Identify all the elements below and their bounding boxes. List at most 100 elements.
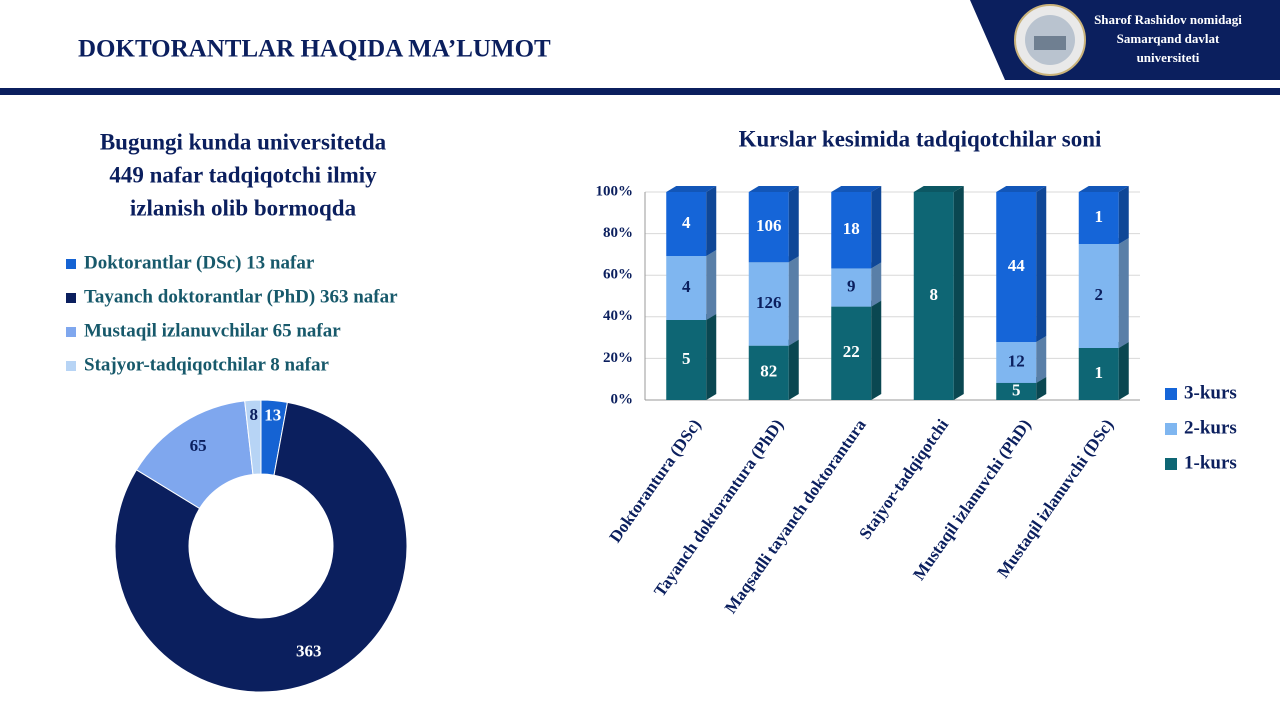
legend-label: 2-kurs — [1184, 417, 1237, 438]
legend-swatch — [1165, 458, 1177, 470]
bar-top — [748, 186, 799, 192]
bar-side — [706, 250, 717, 320]
bar-front — [666, 256, 707, 320]
data-label: 22 — [843, 342, 860, 361]
data-label: 44 — [1008, 256, 1026, 275]
y-tick-label: 20% — [603, 350, 633, 366]
legend-swatch — [66, 259, 76, 269]
bar-side — [1036, 186, 1047, 343]
slide-title: DOKTORANTLAR HAQIDA MA’LUMOT — [78, 36, 551, 63]
bar-front — [996, 192, 1037, 343]
data-label: 18 — [843, 219, 860, 238]
bar-segment — [913, 186, 964, 400]
bar-segment — [1078, 342, 1129, 400]
bar-side — [788, 256, 799, 346]
bar-side — [706, 186, 717, 256]
bar-front — [831, 192, 872, 269]
bar-front — [666, 192, 707, 256]
legend-label: Tayanch doktorantlar (PhD) 363 nafar — [84, 286, 398, 307]
x-tick-label: Doktorantura (DSc) — [605, 416, 704, 546]
bar-segment — [831, 300, 882, 400]
university-name: Samarqand davlat — [1117, 31, 1220, 46]
bar-segment — [748, 186, 799, 263]
bar-front — [831, 268, 872, 307]
bar-front — [996, 342, 1037, 383]
bar-segment — [666, 186, 717, 256]
bar-segment — [996, 376, 1047, 400]
data-label: 5 — [682, 349, 691, 368]
legend-label: Doktorantlar (DSc) 13 nafar — [84, 252, 315, 273]
bar-front — [748, 345, 789, 400]
data-label: 106 — [756, 216, 782, 235]
bar-top — [1078, 186, 1129, 192]
bar-side — [871, 300, 882, 400]
bar-side — [871, 262, 882, 307]
y-tick-label: 0% — [611, 391, 634, 407]
bar-segment — [831, 186, 882, 269]
bar-front — [913, 192, 954, 400]
data-label: 4 — [682, 277, 691, 296]
bar-segment — [831, 262, 882, 307]
data-label: 363 — [296, 642, 322, 661]
legend-label: Stajyor-tadqiqotchilar 8 nafar — [84, 354, 329, 375]
bar-top — [996, 186, 1047, 192]
data-label: 12 — [1008, 351, 1025, 370]
bar-front — [831, 306, 872, 400]
legend-swatch — [1165, 423, 1177, 435]
bar-segment — [996, 186, 1047, 343]
x-tick-label: Maqsadli tayanch doktorantura — [721, 415, 870, 617]
legend-swatch — [66, 327, 76, 337]
data-label: 5 — [1012, 380, 1021, 399]
bar-segment — [666, 250, 717, 320]
y-tick-label: 80% — [603, 225, 633, 241]
data-label: 82 — [760, 362, 777, 381]
data-label: 65 — [190, 436, 207, 455]
bar-front — [996, 382, 1037, 400]
legend-label: 1-kurs — [1184, 452, 1237, 473]
y-tick-label: 100% — [596, 183, 634, 199]
donut-title: 449 nafar tadqiqotchi ilmiy — [109, 162, 377, 187]
bar-front — [1078, 244, 1119, 348]
legend-swatch — [66, 361, 76, 371]
bar-segment — [666, 314, 717, 400]
bar-side — [1118, 186, 1129, 244]
bar-segment — [1078, 238, 1129, 348]
data-label: 4 — [682, 213, 691, 232]
bar-front — [1078, 192, 1119, 244]
bar-front — [1078, 348, 1119, 400]
bar-title: Kurslar kesimida tadqiqotchilar soni — [739, 126, 1102, 151]
bar-side — [1118, 238, 1129, 348]
bar-side — [871, 186, 882, 269]
bar-segment — [748, 339, 799, 400]
legend-label: Mustaqil izlanuvchilar 65 nafar — [84, 320, 341, 341]
bar-side — [706, 314, 717, 400]
legend-swatch — [66, 293, 76, 303]
bar-segment — [1078, 186, 1129, 244]
legend-label: 3-kurs — [1184, 382, 1237, 403]
bar-top — [666, 186, 717, 192]
data-label: 8 — [249, 405, 258, 424]
bar-front — [748, 192, 789, 263]
donut-slice — [244, 399, 262, 476]
bar-side — [1118, 342, 1129, 400]
x-tick-label: Stajyor-tadqiqotchi — [855, 415, 952, 542]
bar-segment — [748, 256, 799, 346]
data-label: 2 — [1095, 285, 1104, 304]
donut-title: izlanish olib bormoqda — [130, 195, 357, 220]
bar-side — [953, 186, 964, 400]
data-label: 1 — [1095, 207, 1104, 226]
bar-front — [748, 262, 789, 346]
bar-side — [1036, 376, 1047, 400]
header-rule — [0, 88, 1280, 95]
bar-side — [788, 339, 799, 400]
data-label: 13 — [264, 405, 281, 424]
bar-side — [1036, 336, 1047, 383]
university-name: Sharof Rashidov nomidagi — [1094, 12, 1242, 27]
bar-side — [788, 186, 799, 263]
data-label: 9 — [847, 276, 856, 295]
legend-swatch — [1165, 388, 1177, 400]
data-label: 126 — [756, 293, 782, 312]
donut-slice — [114, 401, 408, 693]
donut-title: Bugungi kunda universitetda — [100, 129, 387, 154]
